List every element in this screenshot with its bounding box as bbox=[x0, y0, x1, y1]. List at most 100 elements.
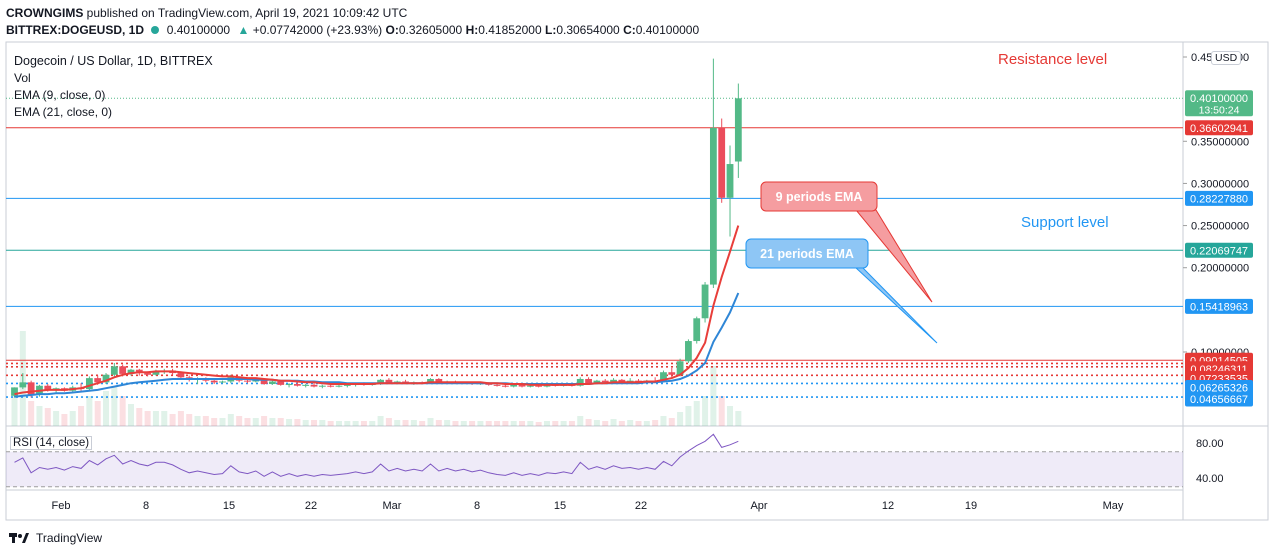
volume-bar bbox=[319, 420, 326, 426]
volume-bar bbox=[111, 386, 118, 426]
candle bbox=[144, 373, 152, 375]
volume-bar bbox=[677, 412, 684, 426]
volume-bar bbox=[410, 420, 417, 426]
candle bbox=[734, 98, 742, 162]
time-tick-label: 15 bbox=[554, 500, 566, 512]
candle bbox=[219, 381, 226, 383]
time-tick-label: Feb bbox=[52, 500, 71, 512]
volume-bar bbox=[527, 421, 534, 426]
price-badge-label: 0.06265326 bbox=[1190, 382, 1248, 394]
candle bbox=[293, 384, 301, 386]
candle bbox=[285, 384, 293, 386]
volume-bar bbox=[460, 421, 467, 426]
volume-bar bbox=[244, 418, 251, 426]
candle bbox=[152, 371, 160, 375]
legend-ema9: EMA (9, close, 0) bbox=[14, 88, 106, 102]
publish-line: CROWNGIMS published on TradingView.com, … bbox=[6, 6, 407, 20]
candle bbox=[601, 380, 609, 383]
candle bbox=[593, 380, 601, 384]
volume-bar bbox=[261, 416, 268, 426]
candle bbox=[709, 127, 717, 285]
rsi-band bbox=[6, 451, 1183, 487]
volume-bar bbox=[727, 406, 734, 426]
candle bbox=[726, 164, 734, 198]
price-badge-label: 0.04656667 bbox=[1190, 394, 1248, 406]
volume-bar bbox=[86, 396, 93, 426]
candle bbox=[327, 385, 335, 387]
price-badge bbox=[1185, 242, 1253, 258]
rsi-tick-label: 80.00 bbox=[1196, 438, 1224, 450]
volume-bar bbox=[452, 421, 459, 426]
volume-bar bbox=[585, 419, 592, 426]
candle bbox=[518, 384, 526, 387]
time-tick-label: 15 bbox=[223, 500, 235, 512]
volume-bar bbox=[377, 416, 384, 426]
volume-bar bbox=[252, 418, 259, 426]
support-label: Support level bbox=[1021, 214, 1109, 231]
volume-bar bbox=[186, 414, 193, 426]
price-badge bbox=[1185, 120, 1253, 136]
volume-bar bbox=[161, 411, 168, 426]
volume-bar bbox=[103, 391, 110, 426]
volume-bar bbox=[36, 406, 43, 426]
volume-bar bbox=[618, 421, 625, 426]
volume-bar bbox=[602, 421, 609, 426]
volume-bar bbox=[302, 420, 309, 426]
candle bbox=[335, 385, 343, 387]
candle bbox=[576, 378, 584, 386]
volume-bar bbox=[61, 414, 68, 426]
candle bbox=[19, 382, 27, 388]
price-tick-label: 0.25000000 bbox=[1191, 221, 1249, 233]
currency-badge[interactable]: USD bbox=[1211, 51, 1242, 65]
candle bbox=[718, 127, 726, 198]
legend-ema21: EMA (21, close, 0) bbox=[14, 105, 113, 119]
time-tick-label: 12 bbox=[882, 500, 894, 512]
volume-bar bbox=[668, 418, 675, 426]
ema21-callout-label: 21 periods EMA bbox=[760, 247, 854, 261]
volume-bar bbox=[427, 418, 434, 426]
close-label: C: bbox=[623, 23, 636, 37]
candle bbox=[693, 318, 701, 342]
volume-bar bbox=[335, 421, 342, 426]
time-tick-label: 19 bbox=[965, 500, 977, 512]
volume-bar bbox=[444, 420, 451, 426]
volume-bar bbox=[552, 421, 559, 426]
volume-bar bbox=[269, 418, 276, 426]
open-value: 0.32605000 bbox=[398, 23, 463, 37]
candle bbox=[510, 384, 518, 387]
candle bbox=[310, 384, 318, 387]
time-tick-label: 8 bbox=[474, 500, 480, 512]
volume-bar bbox=[44, 408, 51, 426]
volume-bar bbox=[435, 420, 442, 426]
candle bbox=[435, 378, 443, 384]
price-badge bbox=[1185, 190, 1253, 206]
volume-bar bbox=[485, 421, 492, 426]
high-value: 0.41852000 bbox=[478, 23, 542, 37]
candle bbox=[318, 385, 326, 387]
volume-bar bbox=[660, 416, 667, 426]
candle bbox=[585, 378, 592, 384]
price-change: +0.07742000 (+23.93%) bbox=[252, 23, 383, 37]
ohlc-line: BITTREX:DOGEUSD, 1D 0.40100000 ▲ +0.0774… bbox=[6, 23, 700, 37]
candle bbox=[260, 379, 268, 385]
volume-bar bbox=[402, 420, 409, 426]
price-badge-label: 0.36602941 bbox=[1190, 123, 1248, 135]
high-label: H: bbox=[465, 23, 479, 37]
volume-bar bbox=[169, 414, 176, 426]
price-badge-label: 0.22069747 bbox=[1190, 245, 1248, 257]
volume-bar bbox=[94, 401, 101, 426]
price-badge bbox=[1185, 298, 1253, 314]
close-value: 0.40100000 bbox=[635, 23, 700, 37]
rsi-tick-label: 40.00 bbox=[1196, 473, 1224, 485]
candle bbox=[501, 385, 509, 387]
volume-bar bbox=[577, 416, 584, 426]
candle bbox=[385, 379, 393, 384]
candle bbox=[177, 373, 185, 378]
volume-bar bbox=[735, 411, 742, 426]
countdown-label: 13:50:24 bbox=[1199, 104, 1240, 116]
volume-bar bbox=[136, 408, 143, 426]
volume-bar bbox=[69, 411, 76, 426]
volume-bar bbox=[327, 421, 334, 426]
volume-bar bbox=[369, 421, 376, 426]
